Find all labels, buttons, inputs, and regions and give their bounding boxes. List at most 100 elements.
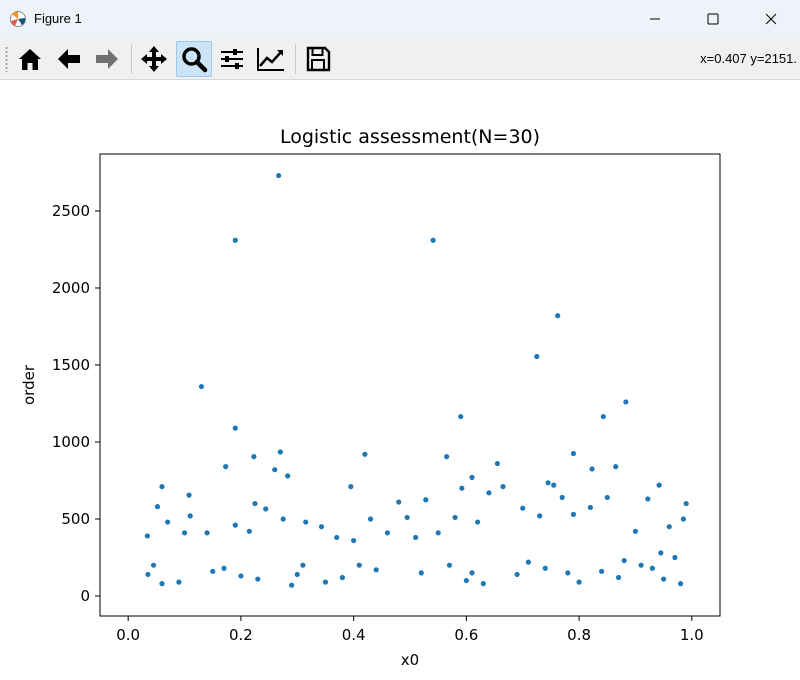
scatter-point	[144, 533, 150, 539]
edit-axes-button[interactable]	[253, 41, 289, 77]
y-tick-label: 500	[61, 510, 90, 528]
subplots-button[interactable]	[214, 41, 250, 77]
figure-canvas[interactable]: Logistic assessment(N=30) 0.0 0.2 0.4 0.6 0.…	[0, 80, 800, 680]
x-axis: 0.0 0.2 0.4 0.6 0.8 1.0	[116, 616, 704, 644]
scatter-point	[494, 460, 500, 467]
x-tick-label: 0.8	[567, 626, 591, 644]
scatter-point	[334, 534, 340, 541]
scatter-point	[475, 519, 481, 525]
scatter-point	[232, 237, 238, 243]
scatter-point	[680, 516, 686, 522]
scatter-point	[362, 451, 368, 457]
scatter-point	[238, 573, 244, 579]
scatter-chart[interactable]: Logistic assessment(N=30) 0.0 0.2 0.4 0.6 0.…	[0, 80, 800, 680]
x-tick-label: 0.2	[229, 626, 253, 644]
maximize-button[interactable]	[684, 0, 742, 38]
scatter-point	[480, 581, 486, 587]
scatter-point	[289, 582, 295, 588]
scatter-points	[144, 172, 689, 588]
scatter-point	[303, 519, 309, 525]
scatter-point	[367, 516, 374, 522]
home-icon	[19, 49, 41, 70]
scatter-point	[339, 574, 345, 581]
scatter-point	[658, 550, 664, 556]
pan-button[interactable]	[136, 41, 172, 77]
sliders-icon	[221, 49, 243, 69]
scatter-point	[555, 313, 561, 319]
scatter-point	[276, 172, 282, 179]
scatter-point	[373, 567, 379, 573]
line-chart-icon	[257, 48, 284, 71]
scatter-point	[452, 514, 458, 521]
scatter-point	[246, 528, 252, 534]
close-icon	[765, 13, 777, 25]
scatter-point	[600, 413, 606, 420]
scatter-point	[545, 480, 551, 486]
scatter-point	[159, 581, 165, 587]
scatter-point	[280, 516, 286, 522]
scatter-point	[604, 494, 610, 501]
home-button[interactable]	[12, 41, 48, 77]
scatter-point	[459, 485, 465, 491]
scatter-point	[145, 571, 151, 578]
scatter-point	[232, 522, 238, 528]
scatter-point	[621, 557, 627, 564]
scatter-point	[645, 496, 651, 502]
scatter-point	[423, 497, 429, 503]
scatter-point	[285, 473, 291, 479]
scatter-point	[638, 562, 644, 568]
scatter-point	[587, 504, 593, 511]
scatter-point	[272, 467, 278, 473]
x-tick-label: 1.0	[680, 626, 704, 644]
save-icon	[306, 46, 331, 72]
maximize-icon	[707, 13, 719, 25]
forward-arrow-icon	[96, 49, 118, 69]
scatter-point	[150, 562, 157, 568]
scatter-point	[435, 530, 441, 536]
y-tick-label: 2000	[52, 279, 90, 297]
scatter-point	[565, 570, 571, 576]
scatter-point	[542, 565, 548, 571]
y-axis-label: order	[20, 364, 38, 405]
scatter-point	[666, 524, 672, 530]
scatter-point	[251, 454, 257, 460]
scatter-point	[458, 413, 464, 420]
matplotlib-icon	[10, 11, 26, 27]
scatter-point	[263, 506, 269, 512]
move-icon	[141, 46, 167, 72]
toolbar-grip[interactable]	[5, 46, 8, 72]
scatter-point	[396, 499, 402, 505]
title-bar: Figure 1	[0, 0, 800, 38]
minimize-button[interactable]	[626, 0, 684, 38]
scatter-point	[589, 466, 595, 472]
scatter-point	[210, 568, 216, 574]
toolbar-separator	[131, 44, 132, 74]
scatter-point	[615, 574, 622, 581]
scatter-point	[198, 383, 205, 390]
chart-title: Logistic assessment(N=30)	[280, 126, 540, 148]
scatter-point	[444, 454, 450, 460]
scatter-point	[486, 490, 492, 496]
scatter-point	[418, 570, 424, 576]
scatter-point	[181, 530, 188, 536]
scatter-point	[384, 530, 391, 536]
y-axis: 0 500 1000 1500 2000 2500	[52, 202, 100, 605]
forward-button[interactable]	[89, 41, 125, 77]
scatter-point	[176, 579, 182, 585]
scatter-point	[623, 399, 629, 405]
zoom-button[interactable]	[176, 41, 212, 77]
scatter-point	[613, 464, 619, 470]
scatter-point	[221, 565, 227, 571]
close-button[interactable]	[742, 0, 800, 38]
scatter-point	[520, 505, 526, 511]
scatter-point	[599, 568, 605, 574]
y-tick-label: 2500	[52, 202, 90, 220]
scatter-point	[649, 565, 655, 571]
scatter-point	[672, 554, 678, 561]
save-button[interactable]	[300, 41, 336, 77]
scatter-point	[300, 562, 306, 568]
back-arrow-icon	[58, 49, 80, 69]
scatter-point	[500, 484, 506, 490]
back-button[interactable]	[51, 41, 87, 77]
